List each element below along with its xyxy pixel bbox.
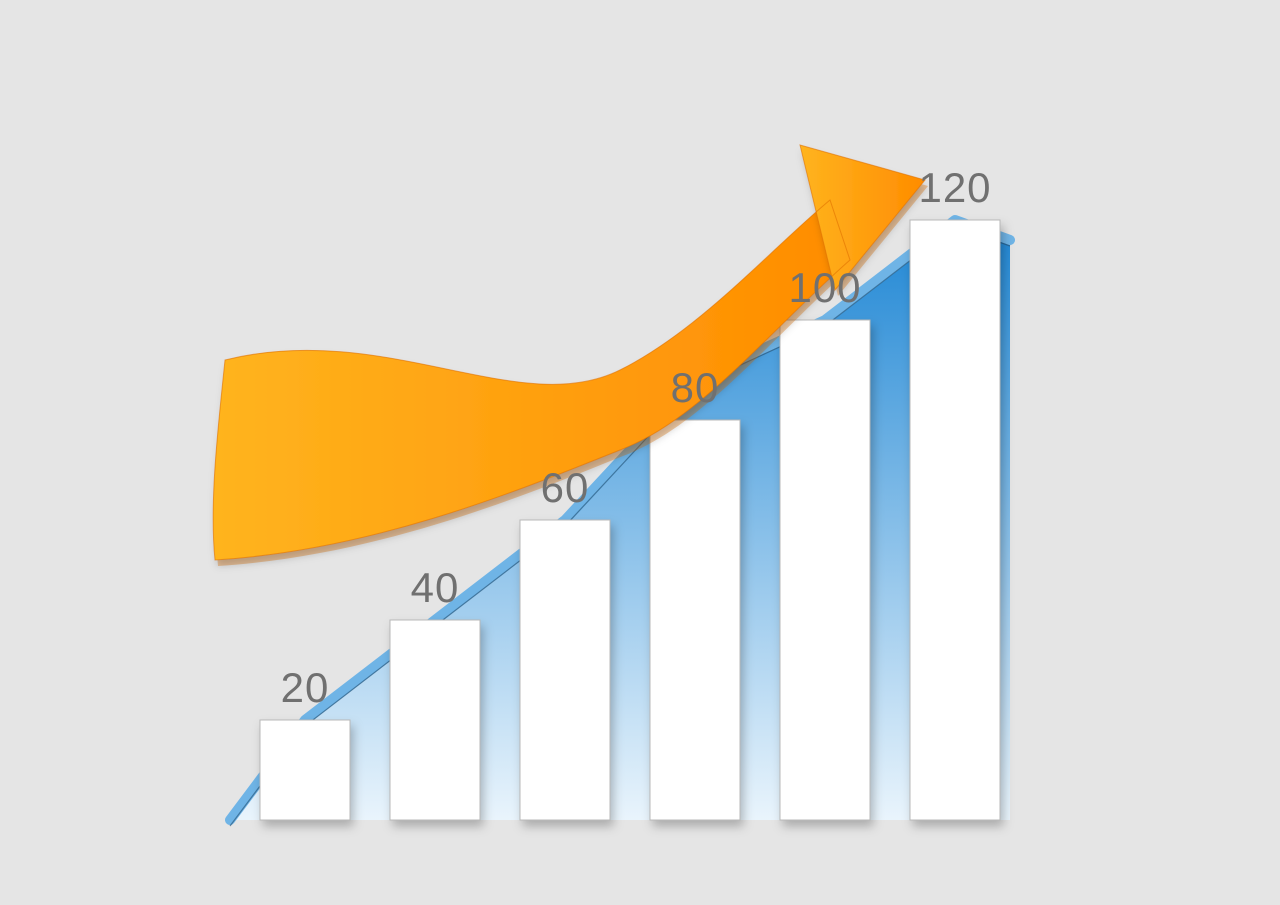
bar-100 (780, 320, 870, 820)
bar-80 (650, 420, 740, 820)
bar-40 (390, 620, 480, 820)
bar-60 (520, 520, 610, 820)
bar-label-20: 20 (281, 664, 330, 712)
bar-label-60: 60 (541, 464, 590, 512)
bar-label-80: 80 (671, 364, 720, 412)
bar-label-120: 120 (918, 164, 991, 212)
bar-label-40: 40 (411, 564, 460, 612)
bar-label-100: 100 (788, 264, 861, 312)
bar-120 (910, 220, 1000, 820)
chart-canvas (0, 0, 1280, 905)
bar-20 (260, 720, 350, 820)
growth-chart: 20 40 60 80 100 120 (0, 0, 1280, 905)
